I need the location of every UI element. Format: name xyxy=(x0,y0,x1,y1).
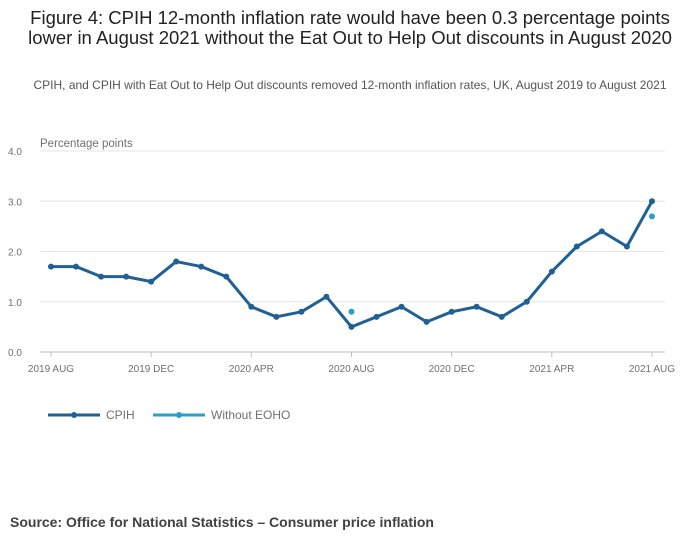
x-tick-label: 2020 APR xyxy=(229,364,274,375)
x-tick-label: 2019 DEC xyxy=(128,364,174,375)
data-point xyxy=(198,263,205,270)
y-tick-label: 4.0 xyxy=(8,147,22,158)
data-point xyxy=(323,293,330,300)
data-point xyxy=(523,298,530,305)
x-tick-label: 2020 DEC xyxy=(429,364,475,375)
x-tick-label: 2019 AUG xyxy=(28,364,74,375)
data-point xyxy=(623,243,630,250)
data-point xyxy=(298,308,305,315)
data-point xyxy=(573,243,580,250)
y-tick-label: 3.0 xyxy=(8,197,22,208)
data-point xyxy=(473,303,480,310)
source-note: Source: Office for National Statistics –… xyxy=(10,514,434,530)
x-tick-label: 2021 AUG xyxy=(629,364,675,375)
legend-label: Without EOHO xyxy=(211,408,290,422)
data-point xyxy=(348,323,355,330)
chart-subtitle: CPIH, and CPIH with Eat Out to Help Out … xyxy=(33,78,667,92)
data-point xyxy=(48,263,54,270)
data-point xyxy=(348,308,355,315)
data-point xyxy=(373,313,380,320)
x-tick-label: 2021 APR xyxy=(529,364,574,375)
data-point xyxy=(173,258,180,265)
data-point xyxy=(648,213,655,220)
data-point xyxy=(248,303,255,310)
data-point xyxy=(398,303,405,310)
data-point xyxy=(423,318,430,325)
y-axis-label: Percentage points xyxy=(40,138,133,150)
legend-marker xyxy=(176,412,182,418)
y-tick-label: 2.0 xyxy=(8,248,22,259)
data-point xyxy=(448,308,455,315)
data-point xyxy=(598,228,605,235)
legend-label: CPIH xyxy=(106,408,135,422)
data-point xyxy=(548,268,555,275)
data-point xyxy=(123,273,130,280)
legend-marker xyxy=(71,412,77,418)
data-point xyxy=(73,263,80,270)
data-point xyxy=(273,313,280,320)
y-tick-label: 1.0 xyxy=(8,298,22,309)
x-tick-label: 2020 AUG xyxy=(328,364,374,375)
series-line-cpih xyxy=(51,200,654,329)
data-point xyxy=(648,198,655,205)
data-point xyxy=(498,313,505,320)
data-point xyxy=(148,278,155,285)
y-tick-label: 0.0 xyxy=(8,348,22,359)
data-point xyxy=(223,273,230,280)
data-point xyxy=(98,273,105,280)
chart-title: Figure 4: CPIH 12-month inflation rate w… xyxy=(28,7,672,48)
